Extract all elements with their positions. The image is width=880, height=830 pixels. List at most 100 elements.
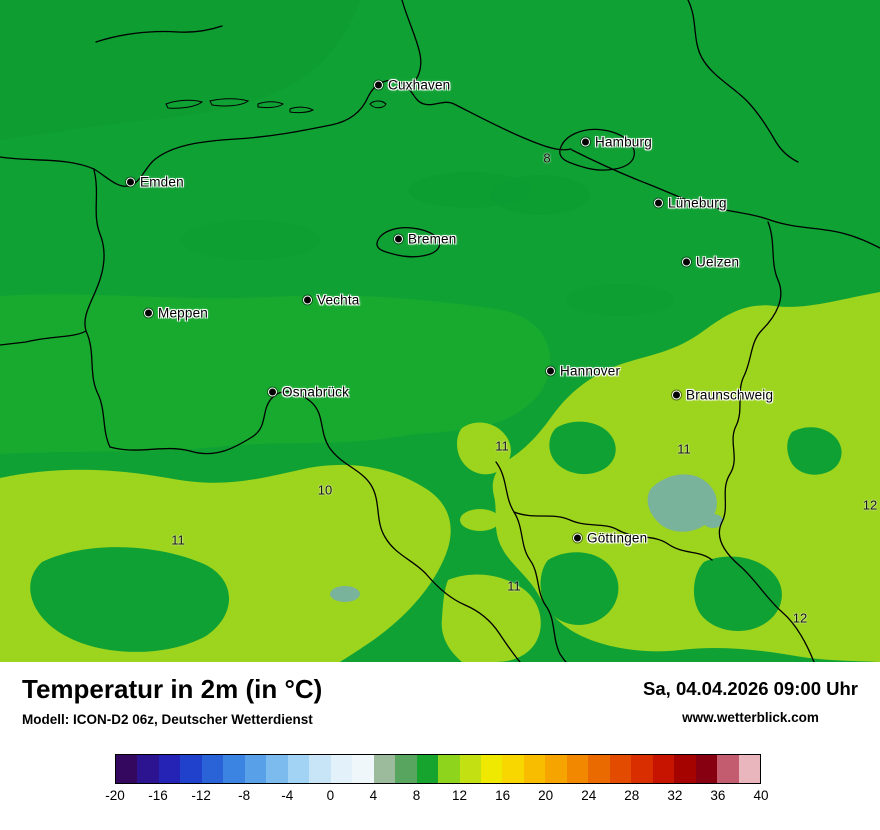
legend-segment bbox=[330, 755, 353, 783]
legend-segment bbox=[116, 755, 138, 783]
map-border-thuringia bbox=[513, 511, 713, 561]
temp-value-label: 11 bbox=[495, 438, 509, 454]
legend-tick-label: -4 bbox=[281, 788, 294, 803]
legend-segment bbox=[738, 755, 761, 783]
legend-tick-label: 8 bbox=[412, 788, 421, 803]
city-layer: Cuxhaven Hamburg Emden Lüneburg Bremen Uelzen… bbox=[126, 78, 773, 546]
city-dot-icon bbox=[581, 137, 590, 147]
map-region-sea bbox=[0, 0, 360, 140]
legend-segment bbox=[459, 755, 481, 783]
legend-segment bbox=[266, 755, 288, 783]
map-region-yellowgreen-s bbox=[441, 574, 541, 662]
city-label: Cuxhaven bbox=[388, 77, 451, 93]
color-legend: -20 -16 -12 -8 -4 0 4 8 12 16 20 24 28 32 36 40 bbox=[105, 754, 769, 806]
legend-segment bbox=[695, 755, 718, 783]
legend-tick-label: 36 bbox=[710, 788, 726, 803]
legend-segment bbox=[717, 755, 739, 783]
map-border-nl-south bbox=[85, 330, 111, 448]
legend-segment bbox=[545, 755, 567, 783]
city-marker: Göttingen bbox=[573, 531, 647, 546]
city-marker: Vechta bbox=[303, 293, 360, 308]
city-label: Hamburg bbox=[595, 134, 652, 150]
website-label: www.wetterblick.com bbox=[682, 710, 819, 725]
legend-tick-label: 12 bbox=[452, 788, 468, 803]
legend-tick-label: 24 bbox=[581, 788, 597, 803]
temp-value-label: 12 bbox=[862, 497, 878, 513]
legend-segment bbox=[588, 755, 610, 783]
legend-segment bbox=[309, 755, 331, 783]
temp-value-label: 11 bbox=[677, 441, 691, 457]
legend-tick-label: 4 bbox=[369, 788, 378, 803]
legend-segment bbox=[416, 755, 439, 783]
footer-row: Temperatur in 2m (in °C) Modell: ICON-D2… bbox=[0, 662, 880, 727]
legend-tick-label: -8 bbox=[238, 788, 251, 803]
legend-segment bbox=[373, 755, 396, 783]
city-label: Meppen bbox=[158, 305, 208, 321]
city-dot-icon bbox=[303, 295, 312, 305]
city-marker: Lüneburg bbox=[654, 196, 727, 211]
city-label: Vechta bbox=[317, 292, 360, 308]
city-label: Emden bbox=[140, 174, 184, 190]
temp-value-label: 10 bbox=[317, 482, 333, 498]
legend-segment bbox=[201, 755, 224, 783]
temp-value-label: 11 bbox=[171, 532, 185, 548]
legend-segment bbox=[223, 755, 245, 783]
legend-segment bbox=[480, 755, 503, 783]
map-border-sh-east bbox=[687, 0, 799, 163]
map-river-elbe-se bbox=[571, 149, 880, 249]
legend-segment bbox=[438, 755, 460, 783]
map-border-saxony-anhalt bbox=[718, 221, 815, 662]
legend-tick-label: -20 bbox=[105, 788, 125, 803]
legend-segment bbox=[523, 755, 546, 783]
legend-segment bbox=[158, 755, 181, 783]
map-coastline-north bbox=[95, 25, 223, 43]
city-marker: Hannover bbox=[546, 364, 620, 379]
city-dot-icon bbox=[268, 387, 277, 397]
city-marker: Cuxhaven bbox=[374, 78, 450, 93]
city-label: Bremen bbox=[408, 231, 457, 247]
city-dot-icon bbox=[573, 533, 582, 543]
map-island bbox=[257, 101, 284, 109]
legend-tick-label: 0 bbox=[326, 788, 335, 803]
map-border-nl bbox=[0, 169, 105, 346]
legend-tick-label: 40 bbox=[753, 788, 769, 803]
map-canvas: Cuxhaven Hamburg Emden Lüneburg Bremen Uelzen… bbox=[0, 0, 880, 662]
temp-value-label: 12 bbox=[792, 610, 808, 626]
city-label: Osnabrück bbox=[282, 384, 350, 400]
legend-tick-label: 20 bbox=[538, 788, 554, 803]
city-label: Braunschweig bbox=[686, 387, 774, 403]
footer-left: Temperatur in 2m (in °C) Modell: ICON-D2… bbox=[22, 674, 323, 727]
model-info: Modell: ICON-D2 06z, Deutscher Wetterdie… bbox=[22, 711, 313, 727]
legend-segment bbox=[502, 755, 524, 783]
temp-value-label: 8 bbox=[543, 150, 551, 166]
city-dot-icon bbox=[394, 234, 403, 244]
city-dot-icon bbox=[672, 390, 681, 400]
city-marker: Uelzen bbox=[682, 255, 739, 270]
city-dot-icon bbox=[654, 198, 663, 208]
footer-panel: Temperatur in 2m (in °C) Modell: ICON-D2… bbox=[0, 662, 880, 830]
legend-tick-label: 16 bbox=[495, 788, 511, 803]
map-region-green-band bbox=[0, 294, 551, 454]
map-island bbox=[289, 106, 315, 114]
page-title: Temperatur in 2m (in °C) bbox=[22, 674, 323, 704]
city-marker: Meppen bbox=[144, 306, 208, 321]
legend-ticks: -20 -16 -12 -8 -4 0 4 8 12 16 20 24 28 32 36 40 bbox=[105, 788, 768, 806]
legend-tick-label: -16 bbox=[148, 788, 168, 803]
legend-segment bbox=[395, 755, 417, 783]
map-border-nrw bbox=[109, 391, 521, 662]
legend-segment bbox=[652, 755, 675, 783]
map-patch-teal-sw bbox=[330, 586, 360, 602]
legend-bar bbox=[115, 754, 761, 784]
city-label: Uelzen bbox=[696, 254, 740, 270]
legend-segment bbox=[631, 755, 653, 783]
city-dot-icon bbox=[144, 308, 153, 318]
city-marker: Osnabrück bbox=[268, 385, 349, 400]
footer-right: Sa, 04.04.2026 09:00 Uhr www.wetterblick… bbox=[643, 678, 858, 725]
map-island bbox=[369, 100, 387, 109]
legend-segment bbox=[287, 755, 310, 783]
city-label: Hannover bbox=[560, 363, 621, 379]
map-artwork bbox=[0, 0, 880, 662]
legend-tick-label: 28 bbox=[624, 788, 640, 803]
city-marker: Braunschweig bbox=[672, 388, 773, 403]
